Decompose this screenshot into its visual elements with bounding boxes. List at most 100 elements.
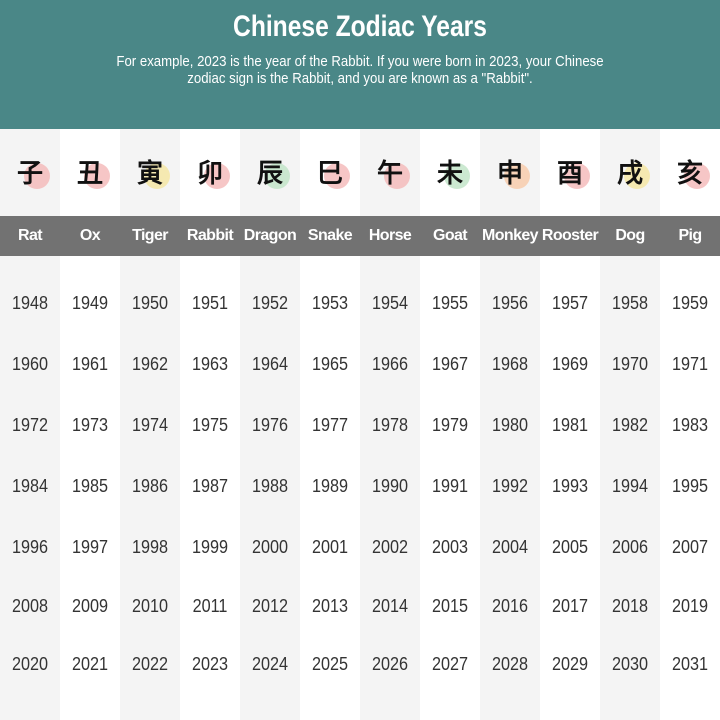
column-pig: 亥 <box>660 129 720 720</box>
year-cell: 1960 <box>11 354 49 374</box>
year-cell: 2015 <box>431 596 469 616</box>
year-cell: 1995 <box>671 476 709 496</box>
year-cell: 1959 <box>671 293 709 313</box>
sign-name: Snake <box>307 227 353 244</box>
year-cell: 1981 <box>551 415 589 435</box>
year-cell: 1968 <box>491 354 529 374</box>
sign-name: Ox <box>79 227 101 244</box>
year-cell: 1996 <box>11 537 49 557</box>
year-cell: 2019 <box>671 596 709 616</box>
year-cell: 1987 <box>191 476 229 496</box>
year-cell: 2023 <box>191 654 229 674</box>
dog-ink-icon: 戌 <box>606 147 654 199</box>
year-cell: 1983 <box>671 415 709 435</box>
year-cell: 2012 <box>251 596 289 616</box>
year-cell: 1980 <box>491 415 529 435</box>
sign-name: Goat <box>432 227 468 244</box>
sign-name: Rooster <box>541 227 599 244</box>
year-cell: 1953 <box>311 293 349 313</box>
sign-name: Pig <box>678 227 702 244</box>
year-cell: 2024 <box>251 654 289 674</box>
dragon-ink-icon: 辰 <box>246 147 294 199</box>
sign-name: Tiger <box>132 227 168 244</box>
year-cell: 2017 <box>551 596 589 616</box>
goat-ink-icon: 未 <box>426 147 474 199</box>
rat-ink-icon: 子 <box>6 147 54 199</box>
year-cell: 1965 <box>311 354 349 374</box>
sign-name: Rat <box>18 227 43 244</box>
year-cell: 1964 <box>251 354 289 374</box>
year-cell: 1988 <box>251 476 289 496</box>
year-cell: 2003 <box>431 537 469 557</box>
year-cell: 1984 <box>11 476 49 496</box>
year-cell: 2018 <box>611 596 649 616</box>
year-cell: 1991 <box>431 476 469 496</box>
year-cell: 1957 <box>551 293 589 313</box>
year-cell: 2021 <box>71 654 109 674</box>
rabbit-ink-icon: 卯 <box>186 147 234 199</box>
year-cell: 1997 <box>71 537 109 557</box>
year-cell: 1978 <box>371 415 409 435</box>
year-cell: 2025 <box>311 654 349 674</box>
sign-name: Monkey <box>482 227 539 244</box>
column-rabbit: 卯 <box>180 129 240 720</box>
year-cell: 2001 <box>311 537 349 557</box>
year-cell: 1966 <box>371 354 409 374</box>
year-cell: 2026 <box>371 654 409 674</box>
ox-ink-icon: 丑 <box>66 147 114 199</box>
year-cell: 1994 <box>611 476 649 496</box>
column-rooster: 酉 <box>540 129 600 720</box>
year-cell: 1990 <box>371 476 409 496</box>
year-cell: 1998 <box>131 537 169 557</box>
year-cell: 1951 <box>191 293 229 313</box>
year-cell: 2006 <box>611 537 649 557</box>
column-ox: 丑 <box>60 129 120 720</box>
sign-name-bar <box>0 216 720 256</box>
year-cell: 2027 <box>431 654 469 674</box>
year-cell: 1982 <box>611 415 649 435</box>
year-cell: 1955 <box>431 293 469 313</box>
year-cell: 1976 <box>251 415 289 435</box>
page-subtitle: For example, 2023 is the year of the Rab… <box>116 53 604 87</box>
year-cell: 2000 <box>251 537 289 557</box>
year-cell: 1952 <box>251 293 289 313</box>
pig-ink-icon: 亥 <box>666 147 714 199</box>
year-cell: 1958 <box>611 293 649 313</box>
year-cell: 2005 <box>551 537 589 557</box>
sign-name: Dragon <box>243 227 297 244</box>
year-cell: 1971 <box>671 354 709 374</box>
year-cell: 2022 <box>131 654 169 674</box>
year-cell: 2028 <box>491 654 529 674</box>
rooster-ink-icon: 酉 <box>546 147 594 199</box>
monkey-ink-icon: 申 <box>486 147 534 199</box>
year-cell: 2020 <box>11 654 49 674</box>
year-cell: 1974 <box>131 415 169 435</box>
year-cell: 1969 <box>551 354 589 374</box>
year-cell: 1956 <box>491 293 529 313</box>
year-cell: 1993 <box>551 476 589 496</box>
year-cell: 1949 <box>71 293 109 313</box>
year-cell: 1970 <box>611 354 649 374</box>
year-cell: 2031 <box>671 654 709 674</box>
snake-ink-icon: 巳 <box>306 147 354 199</box>
year-cell: 2014 <box>371 596 409 616</box>
year-cell: 2016 <box>491 596 529 616</box>
horse-ink-icon: 午 <box>366 147 414 199</box>
year-cell: 2029 <box>551 654 589 674</box>
year-cell: 1977 <box>311 415 349 435</box>
header-banner: Chinese Zodiac Years For example, 2023 i… <box>0 0 720 129</box>
year-cell: 1975 <box>191 415 229 435</box>
sign-name: Horse <box>368 227 412 244</box>
year-cell: 1950 <box>131 293 169 313</box>
year-cell: 1963 <box>191 354 229 374</box>
year-cell: 2011 <box>192 596 228 616</box>
sign-name: Rabbit <box>186 227 234 244</box>
year-cell: 2009 <box>71 596 109 616</box>
column-goat: 未 <box>420 129 480 720</box>
column-snake: 巳 <box>300 129 360 720</box>
year-cell: 1948 <box>11 293 49 313</box>
page-title: Chinese Zodiac Years <box>233 10 487 43</box>
year-cell: 1972 <box>11 415 49 435</box>
tiger-ink-icon: 寅 <box>126 147 174 199</box>
year-cell: 1954 <box>371 293 409 313</box>
